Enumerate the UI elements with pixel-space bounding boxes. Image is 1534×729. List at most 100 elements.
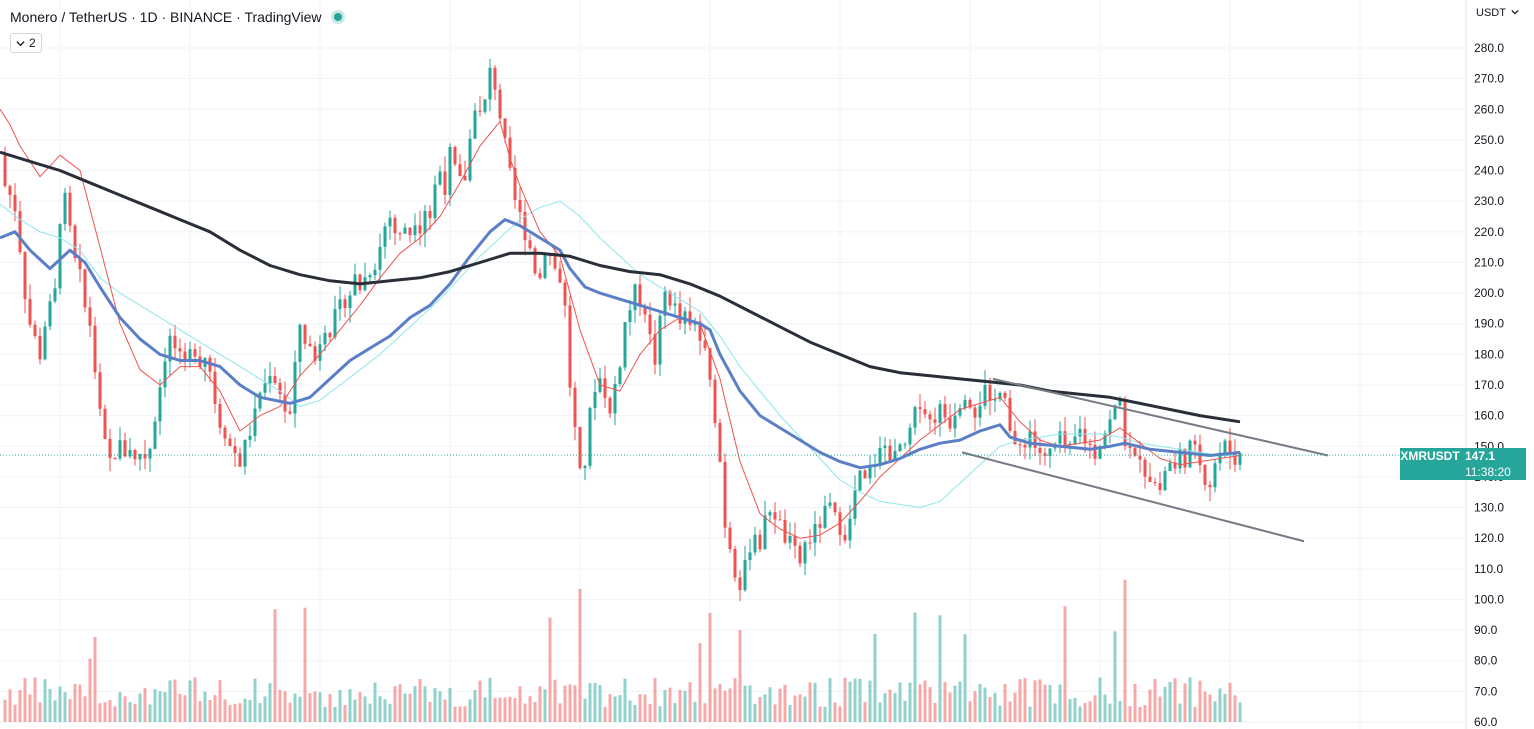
- volume-bar: [573, 685, 577, 722]
- candle-body: [378, 246, 382, 270]
- volume-bar: [503, 697, 507, 722]
- candle-body: [248, 435, 252, 440]
- candle-body: [408, 227, 412, 236]
- candle-body: [63, 192, 67, 225]
- candle-body: [1058, 431, 1062, 444]
- volume-bar: [123, 696, 127, 722]
- candle-body: [73, 225, 77, 258]
- volume-bar: [978, 684, 982, 722]
- volume-bar: [153, 688, 157, 722]
- candle-body: [178, 348, 182, 352]
- candle-body: [1093, 444, 1097, 459]
- candle-body: [738, 577, 742, 591]
- volume-bar: [143, 687, 147, 722]
- price-box: 147.1 11:38:20: [1460, 448, 1526, 480]
- candle-body: [218, 403, 222, 428]
- volume-bar: [68, 699, 72, 722]
- volume-bar: [718, 683, 722, 722]
- volume-bar: [148, 704, 152, 722]
- volume-bar: [303, 607, 307, 722]
- price-tick-label: 270.0: [1474, 72, 1504, 86]
- candle-body: [948, 417, 952, 429]
- volume-bar: [83, 696, 87, 722]
- candle-body: [953, 415, 957, 429]
- volume-bar: [268, 683, 272, 722]
- volume-bar: [33, 677, 37, 722]
- candle-body: [1133, 447, 1137, 456]
- volume-bar: [158, 691, 162, 722]
- volume-bar: [1003, 683, 1007, 722]
- candle-body: [48, 301, 52, 327]
- currency-selector[interactable]: USDT: [1476, 7, 1519, 19]
- candle-body: [1228, 440, 1232, 455]
- candle-body: [108, 438, 112, 458]
- volume-bar: [683, 690, 687, 722]
- candle-body: [1178, 448, 1182, 469]
- volume-bar: [833, 702, 837, 722]
- candle-body: [1038, 447, 1042, 454]
- volume-bar: [28, 694, 32, 722]
- candle-body: [968, 399, 972, 408]
- candle-body: [458, 164, 462, 177]
- volume-bar: [478, 680, 482, 722]
- candle-body: [733, 548, 737, 578]
- volume-bar: [428, 701, 432, 722]
- trendlines[interactable]: [961, 377, 1329, 543]
- volume-bar: [703, 703, 707, 722]
- volume-bar: [1093, 695, 1097, 722]
- volume-bar: [1113, 631, 1117, 722]
- volume-bar: [538, 686, 542, 722]
- candle-body: [443, 171, 447, 195]
- candle-body: [483, 99, 487, 112]
- candle-body: [1143, 459, 1147, 477]
- candle-body: [58, 224, 62, 289]
- candle-body: [98, 372, 102, 409]
- volume-bar: [878, 702, 882, 722]
- volume-bar: [43, 679, 47, 722]
- candle-body: [823, 505, 827, 528]
- candle-body: [228, 438, 232, 447]
- volume-bar: [863, 701, 867, 722]
- candle-body: [253, 408, 257, 436]
- candle-body: [353, 274, 357, 296]
- candle-body: [618, 367, 622, 385]
- volume-bar: [883, 693, 887, 722]
- candle-body: [1193, 440, 1197, 445]
- volume-bar: [968, 701, 972, 722]
- volume-bar: [1053, 703, 1057, 722]
- candle-body: [1043, 453, 1047, 457]
- volume-bar: [1033, 680, 1037, 722]
- candle-body: [723, 461, 727, 528]
- candle-body: [398, 233, 402, 235]
- candle-body: [743, 560, 747, 591]
- volume-bar: [1058, 684, 1062, 722]
- candle-body: [673, 303, 677, 306]
- volume-bar: [473, 690, 477, 722]
- volume-bar: [1188, 677, 1192, 722]
- grid-lines: [0, 0, 1466, 729]
- volume-bar: [818, 706, 822, 722]
- volume-bar: [948, 692, 952, 722]
- volume-bar: [738, 630, 742, 722]
- candle-body: [998, 392, 1002, 400]
- candle-body: [1213, 463, 1217, 488]
- volume-bar: [753, 703, 757, 722]
- candle-body: [148, 448, 152, 459]
- candle-body: [488, 67, 492, 100]
- volume-bar: [443, 699, 447, 722]
- candle-body: [143, 453, 147, 459]
- volume-bar: [1123, 579, 1127, 722]
- candle-body: [1223, 440, 1227, 453]
- volume-bar: [1163, 686, 1167, 722]
- candle-body: [233, 446, 237, 454]
- symbol-title: Monero / TetherUS · 1D · BINANCE · Tradi…: [10, 9, 322, 25]
- candle-body: [668, 291, 672, 306]
- volume-bar: [358, 692, 362, 722]
- volume-bar: [183, 695, 187, 722]
- price-axis[interactable]: 280.0 270.0 260.0 250.0 240.0 230.0 220.0 210.0…: [1474, 41, 1504, 729]
- candle-body: [923, 409, 927, 415]
- price-tick-label: 160.0: [1474, 409, 1504, 423]
- indicator-collapse-button[interactable]: 2: [10, 33, 42, 53]
- candle-body: [343, 299, 347, 309]
